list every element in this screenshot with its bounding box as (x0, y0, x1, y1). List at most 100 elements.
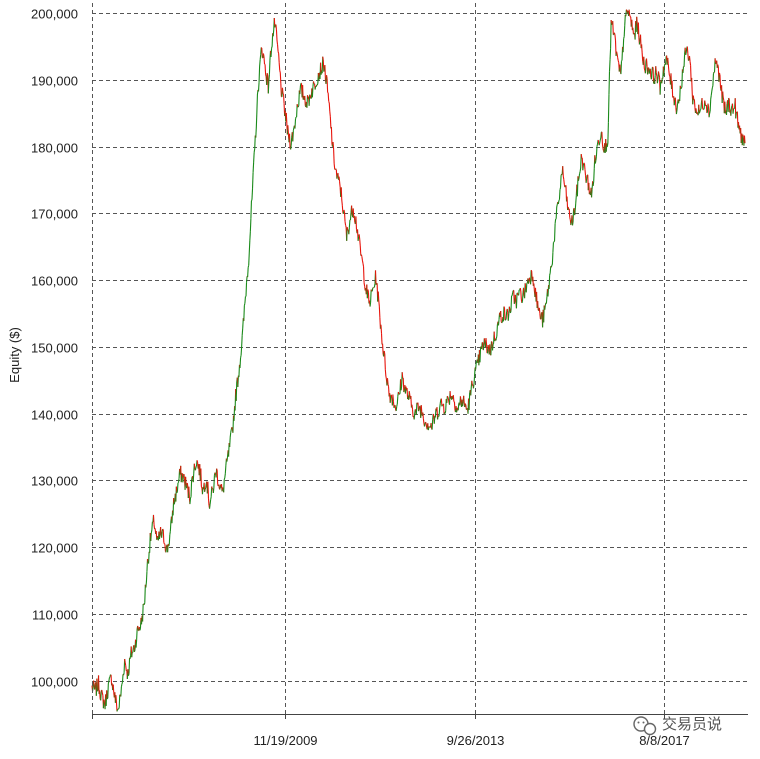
equity-segment-down (286, 113, 287, 123)
equity-segment-down (715, 58, 716, 64)
y-tick-label: 120,000 (31, 541, 78, 556)
equity-segment-down (376, 270, 377, 284)
equity-segment-down (217, 471, 218, 485)
equity-segment-down (402, 372, 403, 378)
equity-segment-down (163, 529, 164, 530)
equity-segment-up (271, 48, 272, 57)
equity-segment-up (309, 95, 310, 106)
equity-segment-up (516, 293, 517, 308)
equity-segment-up (166, 545, 167, 552)
equity-segment-down (744, 136, 745, 144)
equity-segment-up (109, 677, 110, 678)
equity-segment-up (736, 112, 737, 113)
equity-segment-up (252, 189, 253, 200)
equity-segment-down (290, 134, 291, 148)
equity-segment-down (310, 95, 311, 96)
equity-segment-down (217, 469, 218, 471)
equity-segment-up (177, 483, 178, 492)
equity-segment-up (711, 95, 712, 99)
equity-segment-up (253, 162, 254, 172)
equity-segment-up (371, 290, 372, 302)
equity-segment-up (416, 403, 417, 415)
equity-segment-down (486, 338, 487, 344)
equity-segment-up (552, 264, 553, 265)
equity-segment-up (514, 302, 515, 304)
equity-segment-up (551, 265, 552, 267)
equity-segment-down (540, 313, 541, 319)
equity-segment-down (352, 206, 353, 215)
equity-segment-up (374, 284, 375, 287)
equity-segment-up (236, 382, 237, 401)
equity-segment-up (440, 403, 441, 407)
equity-segment-down (264, 56, 265, 64)
equity-segment-up (401, 386, 402, 390)
equity-segment-up (250, 232, 251, 241)
equity-segment-up (275, 25, 276, 28)
x-tick-label: 9/26/2013 (447, 733, 505, 748)
equity-segment-up (225, 474, 226, 478)
equity-segment-up (374, 287, 375, 288)
equity-segment-up (107, 698, 108, 699)
equity-segment-down (345, 222, 346, 226)
equity-segment-up (549, 275, 550, 289)
equity-segment-up (191, 481, 192, 497)
equity-segment-down (359, 234, 360, 239)
equity-segment-down (457, 408, 458, 410)
equity-segment-up (376, 284, 377, 285)
equity-segment-up (97, 690, 98, 691)
equity-segment-down (323, 57, 324, 60)
equity-segment-down (429, 427, 430, 428)
equity-segment-up (224, 480, 225, 493)
equity-segment-up (571, 222, 572, 225)
equity-segment-up (268, 81, 269, 93)
equity-segment-up (291, 146, 292, 150)
equity-segment-down (692, 78, 693, 93)
equity-segment-up (648, 68, 649, 75)
equity-segment-up (324, 68, 325, 72)
equity-segment-up (269, 75, 270, 81)
equity-segment-up (683, 66, 684, 73)
equity-segment-down (613, 21, 614, 35)
equity-segment-up (599, 143, 600, 145)
equity-segment-up (676, 110, 677, 114)
equity-segment-down (644, 69, 645, 71)
equity-segment-up (592, 189, 593, 197)
equity-segment-down (342, 205, 343, 212)
equity-segment-down (584, 164, 585, 170)
equity-segment-up (415, 409, 416, 414)
equity-segment-down (702, 98, 703, 108)
equity-segment-down (581, 154, 582, 158)
equity-segment-up (170, 531, 171, 535)
equity-segment-up (190, 498, 191, 504)
equity-segment-up (151, 533, 152, 541)
equity-segment-down (330, 117, 331, 129)
equity-segment-down (602, 144, 603, 148)
equity-segment-up (95, 684, 96, 689)
equity-segment-up (248, 265, 249, 267)
equity-segment-down (487, 344, 488, 353)
equity-segment-up (700, 110, 701, 112)
equity-segment-up (432, 420, 433, 430)
equity-segment-down (342, 200, 343, 205)
equity-segment-down (125, 662, 126, 665)
equity-segment-up (210, 500, 211, 505)
equity-segment-up (230, 437, 231, 447)
equity-segment-up (508, 314, 509, 321)
equity-segment-down (267, 73, 268, 75)
y-tick-label: 110,000 (32, 608, 78, 623)
equity-segment-up (230, 432, 231, 437)
equity-segment-down (164, 544, 165, 545)
equity-segment-up (205, 488, 206, 489)
equity-segment-down (383, 344, 384, 354)
equity-segment-down (278, 45, 279, 52)
equity-segment-down (668, 64, 669, 71)
equity-segment-down (453, 395, 454, 401)
equity-segment-down (465, 404, 466, 406)
equity-segment-down (412, 405, 413, 409)
watermark-text: 交易员说 (662, 715, 722, 733)
equity-segment-down (723, 92, 724, 98)
equity-segment-up (316, 85, 317, 87)
equity-segment-down (718, 65, 719, 67)
equity-segment-up (136, 640, 137, 648)
equity-segment-up (554, 241, 555, 242)
